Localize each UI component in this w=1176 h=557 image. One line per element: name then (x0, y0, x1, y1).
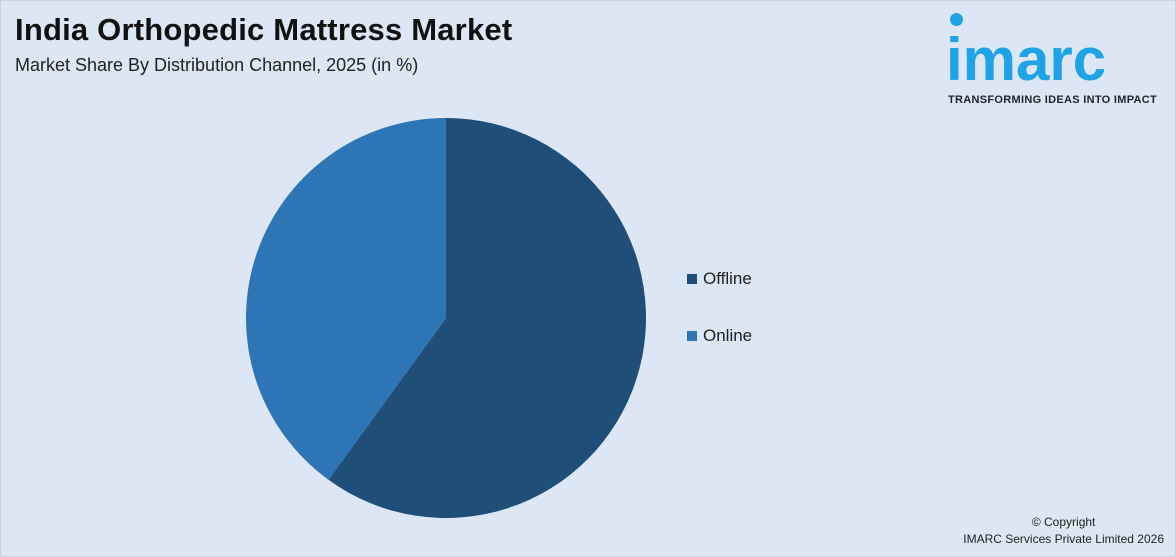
pie-slice-offline (328, 118, 646, 519)
logo-wordmark: imarc (946, 26, 1107, 93)
logo-tagline: TRANSFORMING IDEAS INTO IMPACT (948, 94, 1158, 106)
legend-item-online: Online (687, 325, 752, 347)
company-text: IMARC Services Private Limited 2026 (963, 532, 1164, 546)
legend-swatch-online (687, 331, 697, 341)
imarc-logo: imarc TRANSFORMING IDEAS INTO IMPACT (944, 10, 1170, 110)
chart-subtitle: Market Share By Distribution Channel, 20… (15, 55, 419, 75)
legend-item-offline: Offline (687, 268, 752, 290)
legend-swatch-offline (687, 274, 697, 284)
pie-slices (246, 117, 646, 519)
pie-slice-online (246, 117, 446, 480)
logo-dot-icon (950, 13, 963, 26)
legend-label-online: Online (703, 326, 753, 345)
legend-label-offline: Offline (703, 269, 752, 288)
footer: © Copyright IMARC Services Private Limit… (963, 514, 1164, 548)
copyright-text: © Copyright (1031, 515, 1096, 529)
chart-legend: Offline Online (687, 268, 752, 382)
chart-title: India Orthopedic Mattress Market (15, 12, 513, 47)
